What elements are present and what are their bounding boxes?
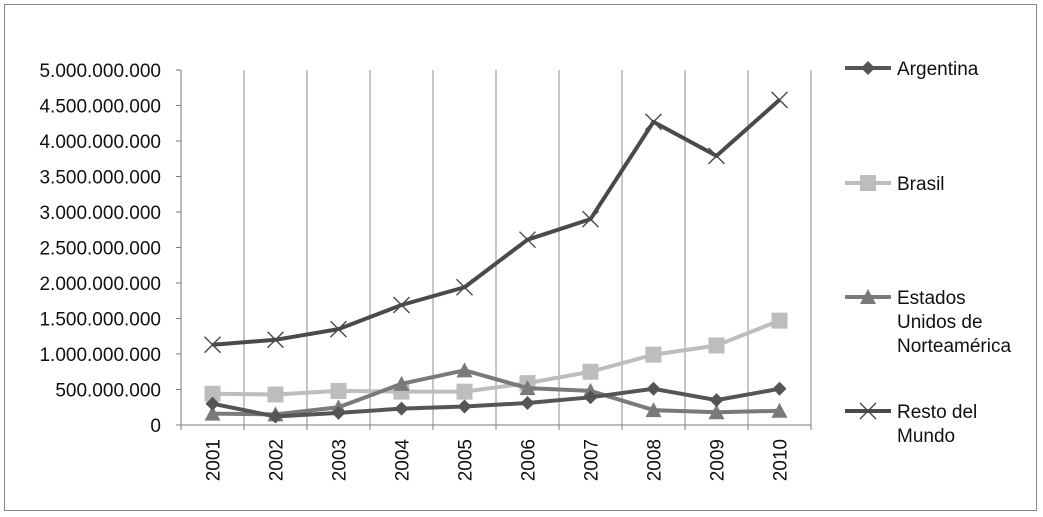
square-marker bbox=[456, 383, 473, 400]
triangle-marker bbox=[708, 404, 725, 420]
y-tick-label: 1.500.000.000 bbox=[39, 310, 161, 331]
x-marker-stroke bbox=[330, 320, 347, 338]
legend-item: Resto del Mundo bbox=[845, 402, 977, 447]
legend-item: Estados Unidos de Norteamérica bbox=[845, 288, 1011, 357]
x-marker bbox=[708, 147, 725, 165]
x-marker-stroke bbox=[204, 336, 221, 354]
series-line bbox=[212, 318, 781, 397]
diamond-marker bbox=[520, 395, 535, 410]
x-marker bbox=[330, 320, 347, 338]
y-tick-label: 3.000.000.000 bbox=[39, 203, 161, 224]
diamond-marker bbox=[861, 61, 875, 75]
square-marker bbox=[204, 385, 221, 402]
x-marker bbox=[859, 402, 877, 420]
diamond-marker bbox=[331, 405, 346, 420]
x-marker bbox=[645, 113, 662, 131]
square-marker bbox=[330, 382, 347, 399]
diamond-marker bbox=[205, 396, 220, 411]
series-line bbox=[212, 368, 780, 417]
x-marker bbox=[204, 336, 221, 354]
y-tick-label: 3.500.000.000 bbox=[39, 168, 161, 189]
square-marker bbox=[267, 386, 284, 403]
triangle-marker bbox=[771, 402, 788, 418]
x-tick-label: 2006 bbox=[519, 439, 540, 481]
diamond-marker bbox=[394, 401, 409, 416]
triangle-marker bbox=[204, 405, 221, 421]
triangle-marker bbox=[519, 380, 536, 396]
x-tick-label: 2008 bbox=[645, 439, 666, 481]
legend-label: Estados bbox=[897, 288, 966, 309]
legend-label: Argentina bbox=[897, 59, 979, 80]
x-tick-label: 2010 bbox=[771, 439, 792, 481]
x-marker-stroke bbox=[519, 231, 536, 249]
legend-item: Brasil bbox=[845, 174, 945, 195]
y-tick-label: 1.000.000.000 bbox=[39, 345, 161, 366]
y-tick-label: 500.000.000 bbox=[55, 381, 161, 402]
x-marker-stroke bbox=[645, 113, 662, 131]
x-marker-stroke bbox=[859, 402, 877, 420]
square-marker bbox=[771, 312, 788, 329]
triangle-marker bbox=[393, 375, 410, 391]
series-0 bbox=[205, 381, 787, 424]
x-marker-stroke bbox=[267, 331, 284, 349]
y-tick-label: 5.000.000.000 bbox=[39, 61, 161, 82]
square-marker bbox=[645, 346, 662, 363]
triangle-marker bbox=[456, 362, 473, 378]
legend-label: Unidos de bbox=[897, 312, 983, 333]
legend: Argentina Brasil Estados Unidos de Norteamér… bbox=[845, 59, 1011, 447]
triangle-marker bbox=[645, 402, 662, 418]
x-marker bbox=[267, 331, 284, 349]
x-tick-label: 2002 bbox=[267, 439, 288, 481]
y-tick-labels: 0 500.000.000 1.000.000.000 1.500.000.000 2.… bbox=[39, 61, 161, 437]
x-marker-stroke bbox=[456, 278, 473, 296]
x-marker bbox=[771, 91, 788, 109]
diamond-marker bbox=[457, 399, 472, 414]
diamond-marker bbox=[583, 390, 598, 405]
square-marker bbox=[860, 175, 876, 191]
diamond-marker bbox=[772, 381, 787, 396]
x-tick-label: 2003 bbox=[330, 439, 351, 481]
series bbox=[204, 91, 788, 424]
y-tick-label: 2.500.000.000 bbox=[39, 239, 161, 260]
x-marker bbox=[393, 296, 410, 314]
series-line bbox=[212, 386, 780, 419]
diamond-marker bbox=[268, 409, 283, 424]
x-marker bbox=[582, 210, 599, 228]
x-marker-stroke bbox=[771, 91, 788, 109]
x-tick-label: 2009 bbox=[708, 439, 729, 481]
diamond-marker bbox=[709, 393, 724, 408]
gridlines bbox=[243, 70, 812, 425]
square-marker bbox=[582, 363, 599, 380]
x-marker-stroke bbox=[393, 296, 410, 314]
square-marker bbox=[708, 337, 725, 354]
x-marker bbox=[456, 278, 473, 296]
y-tick-label: 2.000.000.000 bbox=[39, 274, 161, 295]
chart-frame bbox=[4, 4, 1037, 511]
x-tick-label: 2001 bbox=[204, 439, 225, 481]
x-marker-stroke bbox=[708, 147, 725, 165]
y-tick-label: 4.000.000.000 bbox=[39, 132, 161, 153]
x-tick-labels: 2001 2002 2003 2004 2005 2006 2007 2008 2009 2010 bbox=[204, 439, 792, 482]
x-marker-stroke bbox=[582, 210, 599, 228]
legend-label: Norteamérica bbox=[897, 336, 1011, 357]
axes bbox=[176, 69, 812, 430]
legend-label: Resto del bbox=[897, 402, 977, 423]
series-3 bbox=[204, 91, 788, 354]
x-tick-label: 2005 bbox=[456, 439, 477, 481]
y-tick-label: 0 bbox=[150, 416, 161, 437]
legend-item: Argentina bbox=[845, 59, 979, 80]
y-tick-label: 4.500.000.000 bbox=[39, 97, 161, 118]
x-marker bbox=[519, 231, 536, 249]
diamond-marker bbox=[646, 381, 661, 396]
triangle-marker bbox=[860, 289, 876, 304]
legend-label: Brasil bbox=[897, 174, 945, 195]
series-line bbox=[212, 98, 781, 347]
x-tick-label: 2004 bbox=[393, 439, 414, 482]
x-tick-label: 2007 bbox=[582, 439, 603, 481]
legend-label: Mundo bbox=[897, 426, 955, 447]
